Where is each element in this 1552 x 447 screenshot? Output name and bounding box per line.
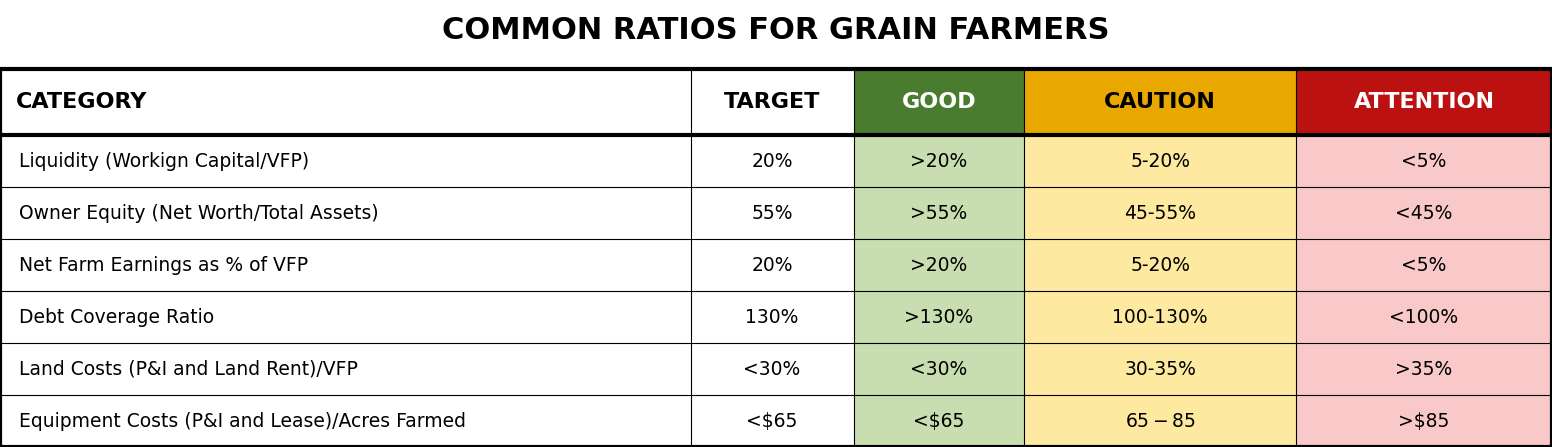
Text: <5%: <5% — [1401, 152, 1446, 171]
Bar — [0, 239, 691, 291]
Text: Debt Coverage Ratio: Debt Coverage Ratio — [19, 308, 214, 327]
Text: <$65: <$65 — [747, 412, 798, 430]
Bar — [1296, 239, 1552, 291]
Bar — [854, 343, 1024, 395]
Bar — [691, 239, 854, 291]
Text: 130%: 130% — [745, 308, 799, 327]
Bar — [1024, 343, 1296, 395]
Text: 5-20%: 5-20% — [1130, 256, 1190, 275]
Text: <45%: <45% — [1395, 204, 1453, 223]
Text: >130%: >130% — [905, 308, 973, 327]
Text: 5-20%: 5-20% — [1130, 152, 1190, 171]
Text: Land Costs (P&I and Land Rent)/VFP: Land Costs (P&I and Land Rent)/VFP — [19, 359, 357, 379]
Bar — [691, 343, 854, 395]
Bar — [691, 69, 854, 135]
Text: <30%: <30% — [743, 359, 801, 379]
Bar — [854, 135, 1024, 187]
Text: COMMON RATIOS FOR GRAIN FARMERS: COMMON RATIOS FOR GRAIN FARMERS — [442, 16, 1110, 45]
Bar — [854, 69, 1024, 135]
Text: Net Farm Earnings as % of VFP: Net Farm Earnings as % of VFP — [19, 256, 307, 275]
Bar — [691, 291, 854, 343]
Bar — [1024, 135, 1296, 187]
Bar — [691, 187, 854, 239]
Bar — [0, 187, 691, 239]
Bar — [1296, 343, 1552, 395]
Text: CAUTION: CAUTION — [1103, 93, 1217, 112]
Bar — [1024, 69, 1296, 135]
Bar — [0, 69, 691, 135]
Text: $65-$85: $65-$85 — [1125, 412, 1195, 430]
Text: ATTENTION: ATTENTION — [1353, 93, 1495, 112]
Text: >55%: >55% — [911, 204, 967, 223]
Bar — [1296, 395, 1552, 447]
Text: GOOD: GOOD — [902, 93, 976, 112]
Bar — [691, 135, 854, 187]
Bar — [1024, 187, 1296, 239]
Bar — [1296, 135, 1552, 187]
Bar — [691, 395, 854, 447]
Text: <5%: <5% — [1401, 256, 1446, 275]
Text: >35%: >35% — [1395, 359, 1453, 379]
Bar — [1024, 291, 1296, 343]
Text: 20%: 20% — [751, 256, 793, 275]
Bar — [854, 187, 1024, 239]
Text: <100%: <100% — [1389, 308, 1459, 327]
Text: >20%: >20% — [911, 152, 967, 171]
Bar — [0, 343, 691, 395]
Bar — [854, 395, 1024, 447]
Text: 30-35%: 30-35% — [1124, 359, 1197, 379]
Text: >20%: >20% — [911, 256, 967, 275]
Text: Liquidity (Workign Capital/VFP): Liquidity (Workign Capital/VFP) — [19, 152, 309, 171]
Text: 45-55%: 45-55% — [1124, 204, 1197, 223]
Bar — [854, 291, 1024, 343]
Text: 55%: 55% — [751, 204, 793, 223]
Bar — [1296, 187, 1552, 239]
Bar — [0, 291, 691, 343]
Bar — [1296, 291, 1552, 343]
Bar — [1296, 69, 1552, 135]
Text: 20%: 20% — [751, 152, 793, 171]
Text: >$85: >$85 — [1398, 412, 1450, 430]
Bar — [0, 395, 691, 447]
Text: Owner Equity (Net Worth/Total Assets): Owner Equity (Net Worth/Total Assets) — [19, 204, 379, 223]
Text: <30%: <30% — [911, 359, 967, 379]
Text: TARGET: TARGET — [723, 93, 821, 112]
Bar — [1024, 239, 1296, 291]
Bar — [1024, 395, 1296, 447]
Text: Equipment Costs (P&I and Lease)/Acres Farmed: Equipment Costs (P&I and Lease)/Acres Fa… — [19, 412, 466, 430]
Text: <$65: <$65 — [913, 412, 965, 430]
Bar — [0, 135, 691, 187]
Text: CATEGORY: CATEGORY — [16, 93, 147, 112]
Text: 100-130%: 100-130% — [1113, 308, 1207, 327]
Bar — [854, 239, 1024, 291]
